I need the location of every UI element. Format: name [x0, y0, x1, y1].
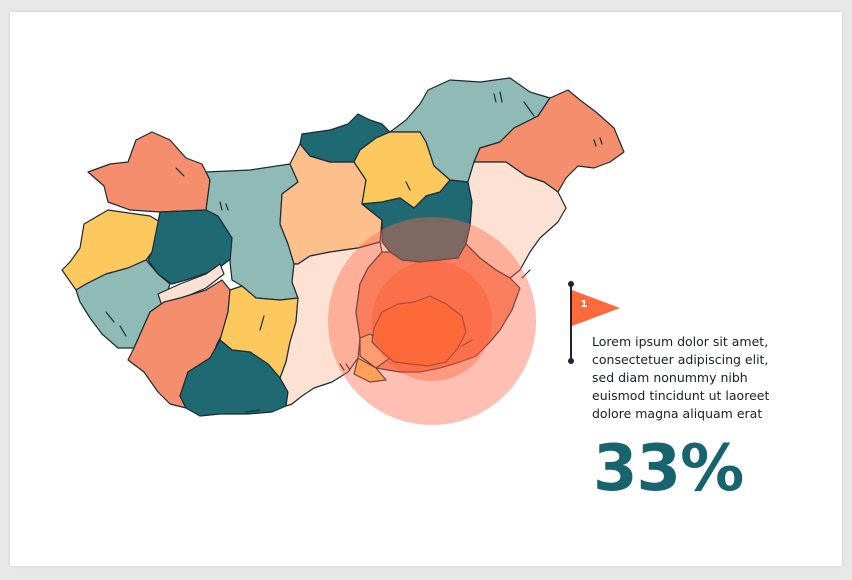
description-text: Lorem ipsum dolor sit amet, consectetuer…	[592, 334, 770, 421]
slide: 1 Lorem ipsum dolor sit amet, consectetu…	[10, 12, 842, 566]
flag-icon	[572, 290, 620, 326]
country-map	[61, 77, 625, 425]
highlight-ring-inner	[372, 261, 492, 381]
pole-top-dot	[568, 281, 574, 287]
stat-value: 33%	[593, 432, 744, 506]
pole-bottom-dot	[568, 358, 574, 364]
region-se-yellow	[353, 357, 387, 383]
flag-pole	[570, 284, 572, 362]
texture-strokes	[105, 91, 603, 413]
region-core-orange	[371, 295, 467, 367]
region-s-teal	[179, 339, 289, 417]
marker-number: 1	[580, 299, 588, 310]
highlight-ring-outer	[328, 217, 536, 425]
region-s-cream	[279, 241, 383, 407]
region-nw-coral	[87, 131, 211, 213]
